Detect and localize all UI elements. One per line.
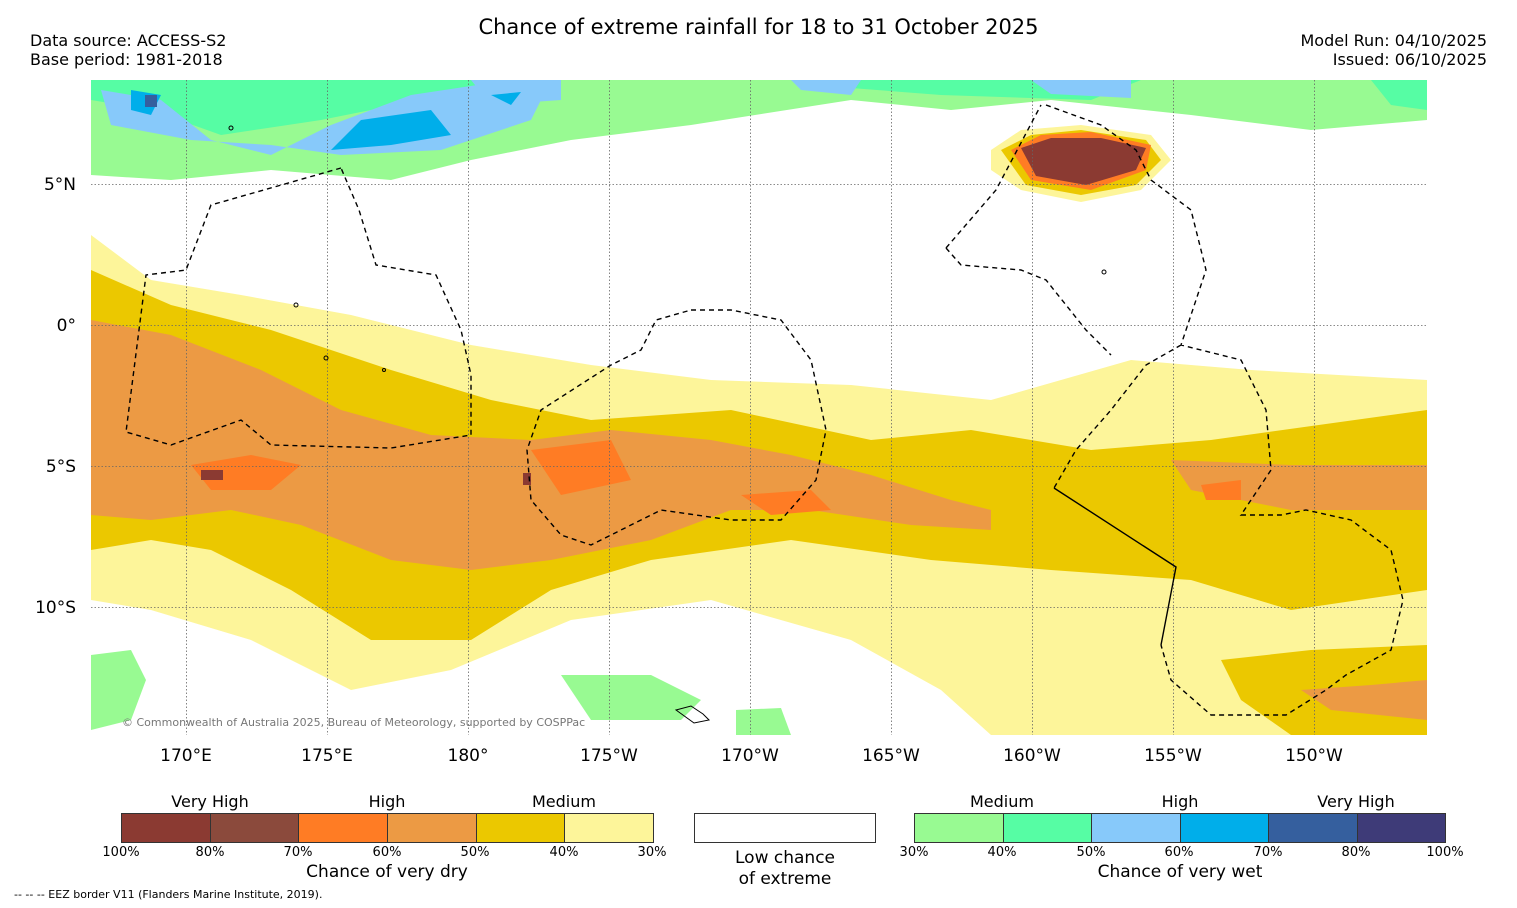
lon-label-170w: 170°W [721,746,779,766]
wet-tick-60: 60% [1164,845,1194,860]
base-period: Base period: 1981-2018 [30,50,223,69]
lat-label-0: 0° [56,316,76,336]
model-run: Model Run: 04/10/2025 [1300,31,1488,50]
eez-footnote: -- -- -- EEZ border V11 (Flanders Marine… [14,888,323,901]
dry-legend-label: Chance of very dry [306,862,468,882]
lon-label-170e: 170°E [160,746,212,766]
dry-band-high [91,320,1427,570]
dry-swatch-3 [299,814,389,842]
low-chance-line2: of extreme [738,869,832,889]
data-source: Data source: ACCESS-S2 [30,31,227,50]
wet-patch-sw-3 [736,708,791,735]
dry-swatch-2 [210,814,300,842]
dry-southeast-high [1301,680,1427,720]
dry-swatch-4 [388,814,477,842]
lon-label-160w: 160°W [1003,746,1061,766]
wet-swatch-3 [1092,814,1181,842]
wet-heading-very-high: Very High [1317,792,1395,811]
dry-spot-extreme-2 [523,473,531,485]
wet-patch-sw-2 [561,675,701,720]
dry-swatch-5 [476,814,566,842]
dry-tick-100: 100% [102,845,140,860]
dry-tick-50: 50% [460,845,490,860]
dry-tick-60: 60% [372,845,402,860]
wet-band-north-medium [91,80,1141,135]
wet-legend-label: Chance of very wet [1097,862,1263,882]
rainfall-map [91,80,1427,735]
wet-swatch-6 [1357,814,1445,842]
wet-tick-50: 50% [1076,845,1106,860]
lon-label-155w: 155°W [1144,746,1202,766]
dry-colorbar [121,813,654,843]
dry-heading-very-high: Very High [171,792,249,811]
dry-tick-30: 30% [637,845,667,860]
wet-swatch-4 [1180,814,1269,842]
lat-label-10s: 10°S [35,598,76,618]
map-canvas [91,80,1427,735]
dry-tick-70: 70% [283,845,313,860]
low-chance-swatch [694,813,876,843]
wet-patch-sw-1 [91,650,146,730]
copyright-text: © Commonwealth of Australia 2025, Bureau… [122,716,586,729]
wet-heading-medium: Medium [970,792,1034,811]
lon-label-175e: 175°E [301,746,353,766]
dry-spot-extreme-1 [201,470,223,480]
dry-blob-north-extreme [1021,138,1146,185]
map-title: Chance of extreme rainfall for 18 to 31 … [478,15,1039,39]
eez-borders [125,104,1404,716]
lon-label-180: 180° [447,746,489,766]
wet-swatch-2 [1003,814,1092,842]
issued-date: Issued: 06/10/2025 [1332,50,1487,69]
wet-swatch-5 [1269,814,1358,842]
lat-label-5s: 5°S [45,457,76,477]
wet-spot-extreme [145,95,157,107]
wet-swatch-1 [915,814,1004,842]
wet-tick-40: 40% [987,845,1017,860]
dry-tick-80: 80% [195,845,225,860]
wet-tick-30: 30% [899,845,929,860]
dry-tick-40: 40% [549,845,579,860]
dry-swatch-1 [122,814,211,842]
eez-solid-border [1053,487,1177,646]
wet-tick-100: 100% [1426,845,1464,860]
wet-tick-70: 70% [1253,845,1283,860]
wet-heading-high: High [1161,792,1199,811]
graticule [91,80,1427,735]
low-chance-line1: Low chance [735,848,835,868]
lon-label-175w: 175°W [580,746,638,766]
wet-colorbar [914,813,1446,843]
lat-label-5n: 5°N [43,175,76,195]
lon-label-150w: 150°W [1285,746,1343,766]
wet-band-north-veryhigh [131,90,521,150]
islands [228,125,1107,724]
dry-swatch-6 [565,814,654,842]
dry-heading-high: High [368,792,406,811]
wet-band-north-east [1371,80,1427,110]
lon-label-165w: 165°W [862,746,920,766]
dry-heading-medium: Medium [532,792,596,811]
wet-tick-80: 80% [1341,845,1371,860]
